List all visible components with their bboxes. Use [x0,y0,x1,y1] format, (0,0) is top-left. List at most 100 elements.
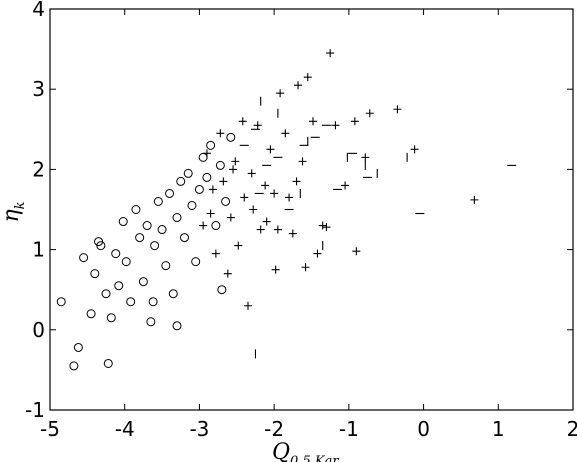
plus-marker [247,169,256,178]
plus-marker [261,181,270,190]
y-tick-label: 3 [32,77,45,101]
axis-ticks [49,8,574,411]
plus-marker [292,177,301,186]
y-tick-label: 4 [32,0,45,21]
circle-marker [135,233,145,243]
y-axis-label-group: ηk [0,201,28,222]
plus-marker [285,193,294,202]
plus-marker [199,221,208,230]
circle-marker [56,297,66,307]
circle-marker [206,140,216,150]
plus-marker [298,157,307,166]
plus-marker [410,145,419,154]
circle-marker [217,285,227,295]
plus-marker [243,301,252,310]
plus-marker [226,213,235,222]
circle-marker [191,257,201,267]
circle-marker [165,188,175,198]
circle-marker [101,289,111,299]
plus-marker [326,49,335,58]
circle-marker [161,261,171,271]
plus-marker [470,195,479,204]
plus-marker [322,223,331,232]
plus-marker [223,269,232,278]
plus-marker [216,129,225,138]
data-markers [56,49,517,371]
x-tick-label: 1 [492,417,505,441]
y-tick-label: 1 [32,238,45,262]
circle-marker [118,217,128,227]
tick-labels: -5 -4 -3 -2 -1 0 1 2 -1 0 1 2 3 4 [25,0,577,441]
plus-marker [249,205,258,214]
circle-marker [142,221,152,231]
circle-marker [138,277,148,287]
plus-marker [365,109,374,118]
x-axis-label-subscript: 0.5 Kar [290,454,339,462]
plus-marker [256,225,265,234]
plus-marker [276,89,285,98]
circle-marker [194,184,204,194]
plus-marker [234,241,243,250]
y-tick-label: 0 [32,318,45,342]
plus-marker [270,189,279,198]
circle-marker [215,160,225,170]
circle-marker [121,257,131,267]
y-tick-label: 2 [32,157,45,181]
y-tick-label: -1 [25,398,45,422]
plus-marker [202,149,211,158]
plus-marker [281,129,290,138]
plus-marker [352,247,361,256]
plus-marker [266,145,275,154]
circle-marker [183,168,193,178]
circle-marker [157,225,167,235]
circle-marker [226,132,236,142]
plus-marker [206,209,215,218]
circle-marker [211,221,221,231]
x-axis-label: Q0.5 Kar [272,440,339,462]
circle-marker [172,213,182,223]
plus-marker [313,249,322,258]
plus-marker [318,221,327,230]
plot-frame [49,8,574,411]
circle-marker [221,196,231,206]
plus-marker [301,263,310,272]
plus-marker [231,157,240,166]
circle-marker [176,176,186,186]
circle-marker [111,249,121,259]
circle-marker [86,309,96,319]
plus-marker [341,181,350,190]
x-tick-label: -3 [189,417,209,441]
plus-marker [393,105,402,114]
plus-marker [308,117,317,126]
plus-marker [229,165,238,174]
x-axis-label-main: Q [272,440,290,462]
plus-marker [219,177,228,186]
x-tick-label: 2 [567,417,577,441]
circle-marker [202,172,212,182]
circle-marker [150,241,160,251]
circle-marker [79,253,89,263]
x-tick-label: 0 [417,417,430,441]
circle-marker [168,289,178,299]
circle-marker [103,358,113,368]
circle-marker [73,342,83,352]
x-tick-label: -4 [115,417,135,441]
circle-marker [172,321,182,331]
circle-marker [131,205,141,214]
x-tick-label: -1 [339,417,359,441]
plus-marker [253,121,262,130]
circle-marker [114,281,124,291]
plus-marker [208,185,217,194]
plus-marker [331,121,340,130]
plus-marker [240,193,249,202]
y-axis-label-subscript: k [13,201,28,209]
y-axis-label-main: η [0,209,24,222]
circle-marker [148,297,158,307]
plus-marker [294,81,303,90]
circle-marker [146,317,156,327]
plus-marker [350,117,359,126]
plus-marker [303,73,312,82]
circle-marker [179,233,189,243]
circle-marker [94,237,104,247]
